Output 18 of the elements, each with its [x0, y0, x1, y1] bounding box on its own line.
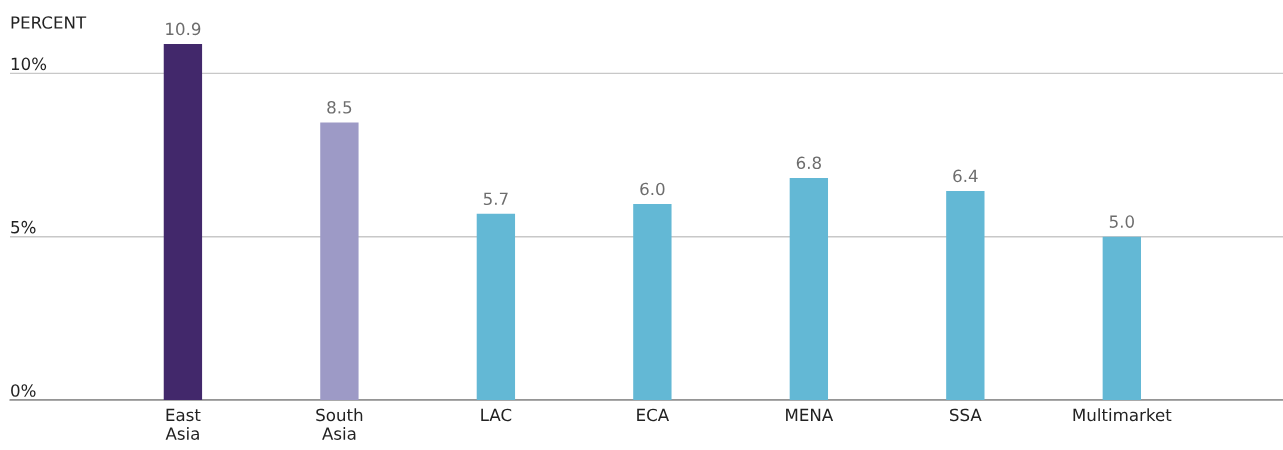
x-tick-label: ECA [637, 408, 670, 422]
data-label: 5.7 [483, 192, 508, 206]
x-tick-label: MENA [786, 408, 834, 421]
y-tick-label: 0% [11, 384, 36, 397]
x-tick-label: SSA [950, 408, 982, 422]
x-tick-label: Multimarket [1073, 408, 1172, 422]
y-axis-title: PERCENT [11, 16, 87, 29]
data-label: 8.5 [327, 100, 352, 114]
data-label: 5.0 [1109, 215, 1134, 228]
x-tick-label: South Asia [316, 408, 363, 440]
y-tick-label: 5% [11, 220, 36, 234]
x-tick-label: LAC [481, 408, 512, 422]
data-label: 10.9 [166, 22, 201, 36]
data-label: 6.4 [953, 169, 978, 183]
data-label: 6.0 [640, 182, 665, 196]
y-tick-label: 10% [11, 57, 47, 71]
x-tick-label: East Asia [165, 408, 201, 440]
data-label: 6.8 [796, 156, 821, 170]
